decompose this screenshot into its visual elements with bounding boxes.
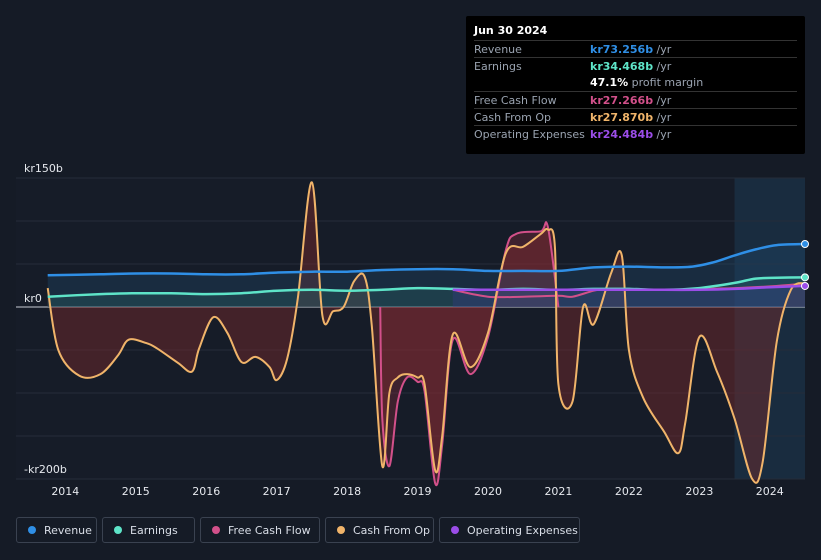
opex-unit: /yr [653,128,672,141]
opex-endpoint [801,281,809,290]
revenue-area [47,244,805,307]
earnings-area [47,277,805,307]
x-tick-label: 2017 [263,485,291,498]
y-tick-label: -kr200b [24,463,67,476]
opex-amount: kr24.484b [590,128,654,141]
tooltip-opex-value: kr24.484b /yr [590,128,671,141]
x-tick-label: 2016 [192,485,220,498]
gridlines [16,177,805,480]
x-tick-label: 2018 [333,485,361,498]
cfo-unit: /yr [653,111,672,124]
legend-opex-button[interactable]: Operating Expenses [439,517,580,543]
tooltip-row-margin: 47.1% profit margin [474,74,797,91]
revenue-dot-icon [28,526,36,534]
series-endpoints [801,239,809,290]
tooltip-row-opex: Operating Expenses kr24.484b /yr [474,125,797,143]
y-tick-label: kr0 [24,292,42,305]
tooltip-row-revenue: Revenue kr73.256b /yr [474,40,797,58]
tooltip-row-fcf: Free Cash Flow kr27.266b /yr [474,91,797,109]
series-lines [46,181,806,487]
tooltip-margin: 47.1% profit margin [590,76,703,89]
revenue-unit: /yr [653,43,672,56]
fcf-line-segment [379,221,560,487]
legend-fcf-button[interactable]: Free Cash Flow [200,517,320,543]
earnings-endpoint [801,273,809,282]
cfo-line [46,181,806,484]
x-tick-label: 2021 [544,485,572,498]
data-tooltip: Jun 30 2024 Revenue kr73.256b /yr Earnin… [466,16,805,154]
y-axis-labels: kr150b kr0 -kr200b [24,162,67,476]
legend-cfo-label: Cash From Op [353,524,431,537]
y-tick-label: kr150b [24,162,63,175]
legend-revenue-button[interactable]: Revenue [16,517,97,543]
legend-opex-label: Operating Expenses [467,524,578,537]
tooltip-earnings-value: kr34.468b /yr [590,60,671,73]
past-year-highlight [734,178,805,479]
x-tick-label: 2014 [51,485,79,498]
revenue-endpoint [801,239,809,248]
legend-fcf-label: Free Cash Flow [228,524,311,537]
earnings-amount: kr34.468b [590,60,654,73]
legend-cfo-button[interactable]: Cash From Op [325,517,434,543]
tooltip-row-cfo: Cash From Op kr27.870b /yr [474,108,797,126]
earnings-dot-icon [114,526,122,534]
x-axis-labels: 2014 2015 2016 2017 2018 2019 2020 2021 2022 2023… [51,485,783,498]
x-tick-label: 2015 [122,485,150,498]
fcf-unit: /yr [653,94,672,107]
earnings-unit: /yr [653,60,672,73]
plot-area [16,178,805,479]
opex-dot-icon [451,526,459,534]
cfo-dot-icon [337,526,345,534]
opex-line [452,284,806,292]
margin-value: 47.1% [590,76,629,89]
fcf-dot-icon [212,526,220,534]
tooltip-opex-label: Operating Expenses [474,128,585,141]
x-tick-label: 2024 [756,485,784,498]
tooltip-date: Jun 30 2024 [474,24,548,37]
opex-area [452,285,805,307]
tooltip-revenue-label: Revenue [474,43,522,56]
x-tick-label: 2019 [404,485,432,498]
tooltip-revenue-value: kr73.256b /yr [590,43,671,56]
legend-earnings-button[interactable]: Earnings [102,517,195,543]
tooltip-row-earnings: Earnings kr34.468b /yr [474,57,797,75]
tooltip-cfo-label: Cash From Op [474,111,552,124]
tooltip-fcf-value: kr27.266b /yr [590,94,671,107]
margin-label: profit margin [628,76,704,89]
legend-revenue-label: Revenue [44,524,92,537]
x-tick-label: 2020 [474,485,502,498]
legend-earnings-label: Earnings [130,524,178,537]
cfo-area [47,182,805,483]
revenue-amount: kr73.256b [590,43,654,56]
revenue-line [47,242,806,277]
cfo-amount: kr27.870b [590,111,654,124]
tooltip-fcf-label: Free Cash Flow [474,94,557,107]
x-tick-label: 2022 [615,485,643,498]
fcf-amount: kr27.266b [590,94,654,107]
x-tick-label: 2023 [685,485,713,498]
tooltip-cfo-value: kr27.870b /yr [590,111,671,124]
tooltip-earnings-label: Earnings [474,60,522,73]
